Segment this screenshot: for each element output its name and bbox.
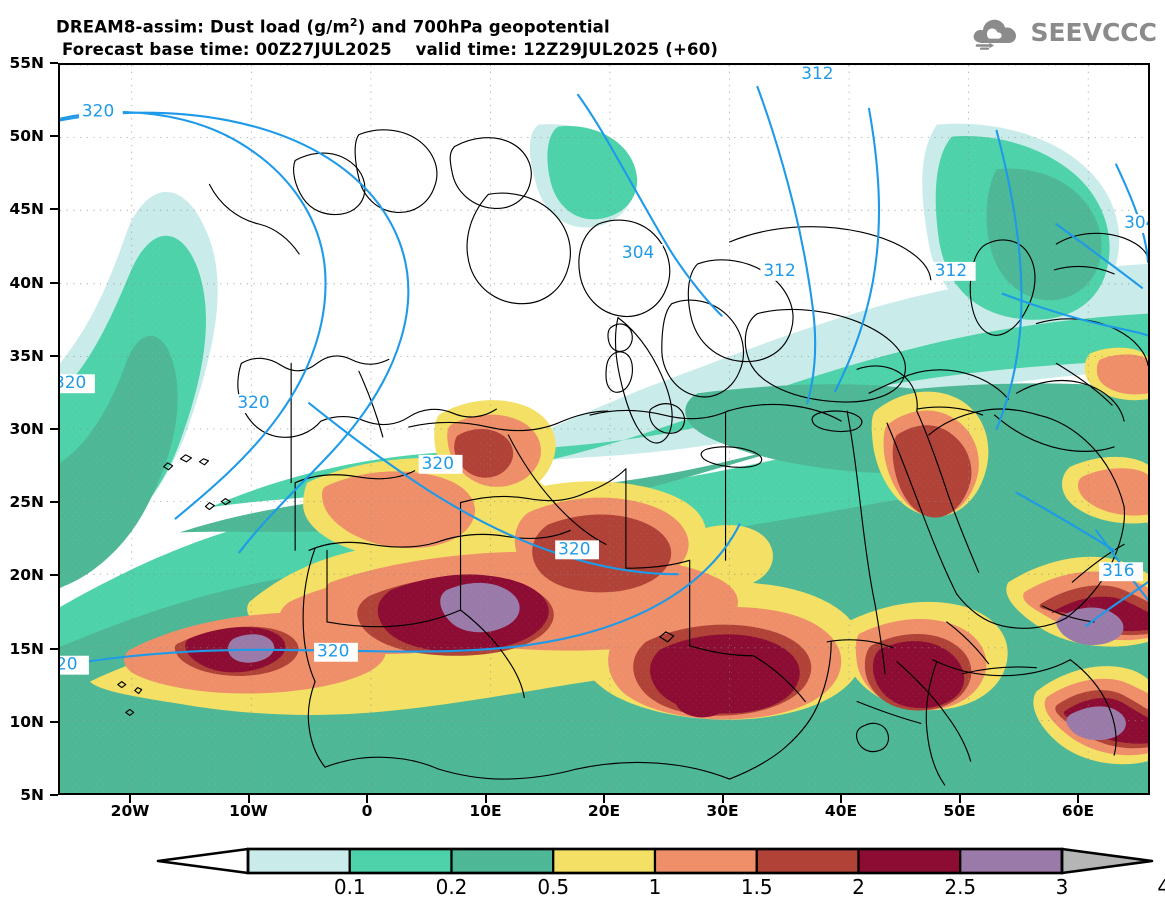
title-line-1: DREAM8-assim: Dust load (g/m2) and 700hP… — [56, 12, 956, 39]
y-axis-label: 55N — [9, 54, 44, 72]
y-axis-tick — [50, 281, 58, 284]
y-axis-tick — [50, 794, 58, 796]
colorbar-tick-label: 0.2 — [435, 875, 468, 899]
x-axis-label: 50E — [943, 802, 976, 820]
x-axis-tick — [958, 795, 961, 803]
map-coastlines — [117, 129, 1148, 786]
colorbar-tick-label: 4 — [1157, 875, 1165, 899]
contour-label-320-e: 320 — [558, 538, 590, 558]
y-axis-tick — [50, 135, 58, 138]
y-axis-tick — [50, 208, 58, 211]
x-axis-tick — [721, 795, 724, 803]
contour-label-312-c: 312 — [935, 260, 967, 280]
colorbar-under-arrow — [156, 847, 250, 875]
map-plot-area[interactable]: 320 320 320 320 — [58, 63, 1150, 795]
contour-label-312-b: 312 — [801, 65, 833, 83]
x-axis-label: 30E — [706, 802, 739, 820]
title-text-b: ) and 700hPa geopotential — [357, 17, 610, 37]
contour-label-304-clip: 304 — [1124, 212, 1148, 232]
x-axis-label: 10E — [469, 802, 502, 820]
colorbar-band[interactable] — [246, 847, 351, 875]
y-axis-label: 20N — [9, 566, 44, 585]
colorbar-over-arrow — [1060, 847, 1154, 875]
y-axis-tick — [50, 720, 58, 723]
colorbar-tick-label: 3 — [1055, 875, 1069, 899]
colorbar-band[interactable] — [552, 847, 657, 875]
page-title: DREAM8-assim: Dust load (g/m2) and 700hP… — [56, 12, 956, 61]
y-axis: 55N 50N 45N 40N 35N 30N 25N 20N 15N 10N 5N — [0, 0, 58, 907]
title-line-2: Forecast base time: 00Z27JUL2025 valid t… — [62, 39, 719, 59]
contour-label-320-b: 320 — [60, 372, 86, 392]
colorbar-band[interactable] — [348, 847, 453, 875]
colorbar-band[interactable] — [857, 847, 962, 875]
x-axis-tick — [603, 795, 605, 803]
cloud-wind-icon — [974, 19, 1017, 50]
x-axis-tick — [1077, 795, 1079, 803]
colorbar-band[interactable] — [755, 847, 860, 875]
title-text-a: DREAM8-assim: Dust load (g/m — [56, 17, 350, 37]
contour-label-320-c: 320 — [237, 392, 269, 412]
y-axis-label: 15N — [9, 639, 44, 658]
y-axis-label: 25N — [9, 493, 44, 512]
contour-label-320-f: 320 — [317, 641, 349, 661]
contour-label-312-a: 312 — [763, 260, 795, 280]
contour-label-304-a: 304 — [622, 242, 654, 262]
y-axis-tick — [50, 62, 58, 64]
y-axis-label: 30N — [9, 420, 44, 438]
y-axis-tick — [50, 647, 58, 650]
seevccc-logo: SEEVCCC — [969, 10, 1157, 54]
x-axis-label: 40E — [824, 802, 858, 820]
contour-label-320-d: 320 — [422, 453, 454, 473]
y-axis-label: 45N — [9, 200, 44, 219]
colorbar-tick-label: 1.5 — [740, 875, 773, 899]
colorbar-tick-label: 0.5 — [537, 875, 570, 899]
colorbar-band[interactable] — [450, 847, 555, 875]
colorbar-tick-label: 2 — [852, 875, 865, 899]
colorbar-band[interactable] — [959, 847, 1064, 875]
dust-load-map: 320 320 320 320 — [60, 65, 1148, 793]
x-axis-tick — [129, 795, 131, 803]
geopotential-contours — [60, 85, 1148, 667]
contour-label-316-clip: 316 — [1102, 560, 1134, 580]
x-axis-tick — [484, 795, 487, 803]
x-axis-label: 60E — [1061, 802, 1095, 820]
colorbar-swatches — [156, 847, 1154, 875]
units-superscript: 2 — [349, 16, 358, 29]
colorbar-tick-label: 2.5 — [944, 875, 977, 899]
y-axis-tick — [50, 428, 58, 430]
y-axis-label: 35N — [9, 346, 44, 365]
x-axis-label: 10W — [229, 802, 268, 820]
contour-label-320-a: 320 — [82, 101, 114, 121]
logo-text: SEEVCCC — [1030, 17, 1157, 47]
y-axis-label: 5N — [20, 786, 44, 804]
x-axis-tick — [247, 795, 250, 803]
colorbar-tick-label: 0.1 — [333, 875, 366, 899]
shading-texture — [60, 65, 1148, 793]
colorbar-band[interactable] — [653, 847, 758, 875]
contour-labels: 320 320 320 320 — [60, 65, 1148, 675]
x-axis-label: 20W — [110, 802, 150, 820]
y-axis-label: 50N — [9, 127, 44, 146]
y-axis-tick — [50, 501, 58, 504]
y-axis-tick — [50, 574, 58, 577]
y-axis-label: 40N — [9, 273, 44, 292]
colorbar[interactable]: 0.1 0.2 0.5 1 1.5 2 2.5 3 4 — [150, 843, 1165, 905]
contour-label-20-clip: 20 — [60, 654, 78, 674]
colorbar-tick-label: 1 — [648, 875, 662, 899]
x-axis-label: 0 — [361, 802, 373, 820]
x-axis-tick — [366, 795, 368, 803]
y-axis-tick — [50, 354, 58, 357]
colorbar-outline — [246, 847, 1064, 875]
x-axis-label: 20E — [587, 802, 621, 820]
x-axis-tick — [840, 795, 842, 803]
y-axis-label: 10N — [9, 712, 44, 731]
